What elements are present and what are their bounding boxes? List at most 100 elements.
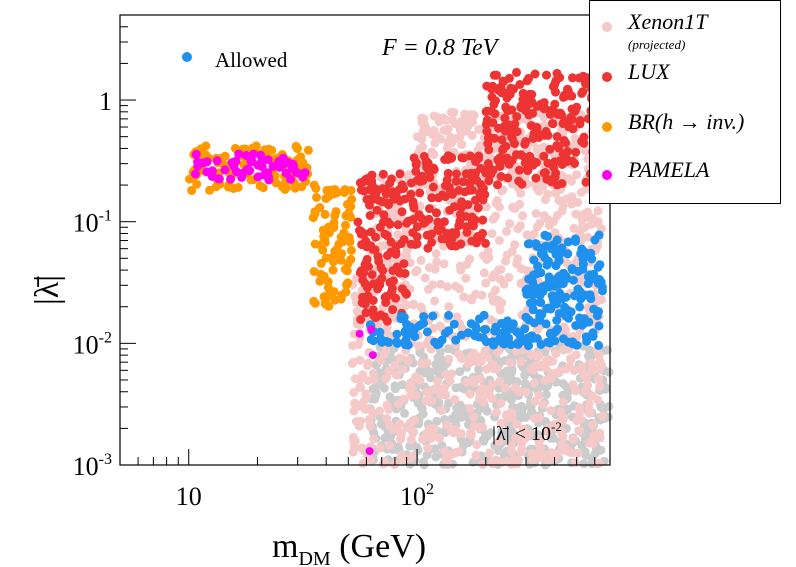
data-point [348,341,358,351]
data-point [354,421,364,431]
data-point [552,273,562,283]
data-point [408,197,418,207]
data-point [543,456,553,466]
data-point [493,155,503,165]
data-point [369,192,379,201]
data-point [480,325,489,334]
data-point [596,277,606,287]
data-point [569,107,579,117]
data-point [471,450,481,460]
data-point [522,289,532,299]
data-point [515,80,525,89]
data-point [392,338,402,348]
data-point [382,414,392,423]
data-point [379,349,389,359]
data-point [334,239,344,249]
data-point [422,327,432,337]
data-point [561,272,571,281]
data-point [367,270,377,280]
data-point [433,376,443,386]
data-point [506,459,516,469]
data-point [452,312,462,322]
data-point [226,174,236,184]
data-point [459,292,469,302]
data-point [332,250,342,260]
data-point [494,123,503,133]
data-point [592,311,602,321]
data-point [411,167,421,176]
data-point [251,141,261,151]
data-point [399,235,409,245]
data-point [321,253,331,263]
data-point [375,443,385,453]
data-point [508,375,518,385]
data-point [377,273,387,283]
data-point [587,213,597,223]
data-point [450,395,460,404]
data-point [512,112,522,122]
data-point [580,447,590,457]
data-point [402,289,411,299]
data-point [594,321,604,331]
data-point [520,434,530,444]
data-point [538,450,548,460]
data-point [315,276,325,286]
data-point [242,164,252,174]
data-point [341,287,351,297]
x-axis-label: mDM (GeV) [272,528,426,567]
data-point [516,357,526,367]
data-point [507,394,517,404]
data-point [498,145,508,155]
data-point [298,172,308,182]
data-point [547,369,557,379]
data-point [562,157,572,167]
legend-label: LUX [628,59,670,84]
data-point [482,432,492,441]
data-point [391,370,401,380]
data-point [512,127,522,137]
data-point [407,215,417,225]
data-point [356,315,366,324]
data-point [493,446,503,455]
data-point [349,436,359,446]
data-point [496,172,506,181]
data-point [423,443,433,453]
data-point [581,177,591,187]
data-point [432,416,442,426]
data-point [554,143,564,153]
data-point [467,130,477,140]
data-point [392,329,402,339]
data-point [418,435,427,444]
data-point [467,295,477,305]
data-point [474,151,484,161]
chart-title: F = 0.8 TeV [381,35,500,61]
data-point [445,376,455,386]
data-point [574,426,584,436]
data-point [430,264,440,274]
legend-label: BR(h → inv.) [628,109,745,134]
data-point [558,416,568,426]
data-point [598,411,607,421]
data-point [310,239,320,249]
data-point [483,352,493,362]
data-point [571,321,581,330]
data-point [578,259,588,269]
data-point [576,187,586,197]
data-point [532,144,542,154]
data-point [488,456,498,466]
data-point [454,221,464,231]
data-point [511,433,521,443]
data-point [505,219,515,229]
data-point [432,131,442,141]
data-point [455,284,464,294]
data-point [563,337,573,347]
data-point [483,246,493,256]
data-point [234,149,244,159]
data-point [553,245,563,255]
data-point [514,176,524,186]
data-point [444,310,454,320]
data-point [439,234,449,244]
data-point [575,302,585,312]
data-point [397,451,407,461]
data-point [569,434,578,444]
